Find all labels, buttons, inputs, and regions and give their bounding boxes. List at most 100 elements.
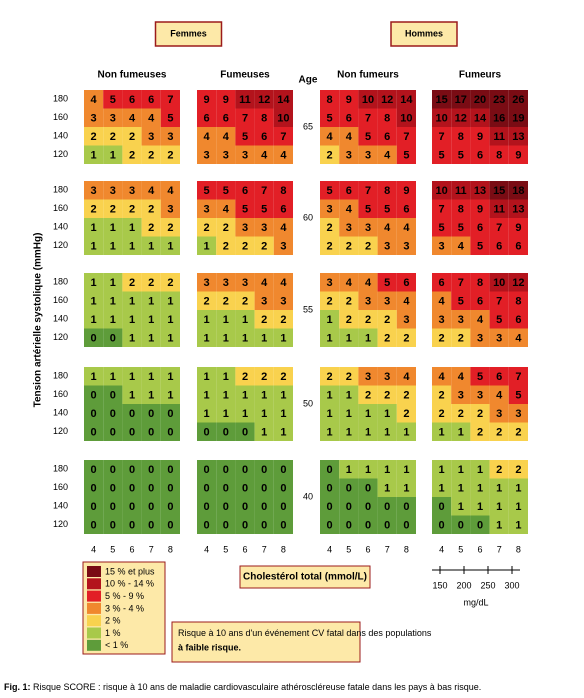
cell-label: 6 [204, 113, 210, 125]
cell-label: 1 [261, 390, 267, 402]
cell-label: 7 [458, 277, 464, 289]
cell-label: 2 [223, 241, 229, 253]
cell-label: 1 [204, 371, 210, 383]
cell [470, 236, 490, 255]
cell-label: 8 [384, 113, 390, 125]
cell [273, 236, 293, 255]
cell-label: 2 [384, 390, 390, 402]
cell [141, 291, 161, 310]
cell [377, 145, 397, 164]
cell-label: 10 [277, 113, 289, 125]
cell-label: 2 [477, 408, 483, 420]
legend-swatch [87, 578, 101, 590]
cell-label: 1 [346, 408, 352, 420]
cell [141, 199, 161, 218]
cell [254, 291, 274, 310]
cell-label: 0 [223, 427, 229, 439]
cell [339, 181, 359, 200]
cell [235, 478, 255, 497]
cell [197, 273, 217, 292]
y-tick-label: 160 [53, 482, 68, 492]
cell [84, 291, 104, 310]
cell [141, 218, 161, 237]
cell-label: 1 [91, 150, 97, 162]
cell [396, 181, 416, 200]
cell-label: 1 [477, 483, 483, 495]
cell [470, 181, 490, 200]
cell-label: 9 [477, 131, 483, 143]
cell [122, 291, 142, 310]
cell [216, 127, 236, 146]
cell-label: 3 [515, 408, 521, 420]
cell-label: 2 [439, 333, 445, 345]
cell-label: 3 [261, 296, 267, 308]
cell [320, 199, 340, 218]
cell [489, 460, 509, 479]
cell [470, 497, 490, 516]
cell [84, 199, 104, 218]
cell-label: 1 [148, 371, 154, 383]
cell [339, 291, 359, 310]
cell-label: 4 [458, 371, 465, 383]
x-tick-label: 4 [439, 544, 444, 554]
cell-label: 0 [129, 408, 135, 420]
age-value: 65 [303, 121, 313, 131]
cell-label: 4 [91, 94, 98, 106]
cell-label: 8 [384, 185, 390, 197]
y-tick-label: 140 [53, 314, 68, 324]
cell-label: 2 [110, 131, 116, 143]
cell-label: 1 [280, 408, 286, 420]
cell [141, 310, 161, 329]
panel-header: Non fumeurs [337, 70, 399, 81]
cell [273, 218, 293, 237]
cell [508, 181, 528, 200]
cell-label: 0 [110, 390, 116, 402]
cell [432, 108, 452, 127]
cell [508, 291, 528, 310]
cell-label: 6 [129, 94, 135, 106]
cell [508, 515, 528, 534]
cell [197, 515, 217, 534]
cell [254, 422, 274, 441]
cell [160, 478, 180, 497]
cell-label: 3 [458, 390, 464, 402]
cell-label: 1 [110, 222, 116, 234]
cell [160, 127, 180, 146]
cell [197, 385, 217, 404]
cell [235, 515, 255, 534]
cell [320, 218, 340, 237]
cell [508, 367, 528, 386]
cell [103, 108, 123, 127]
cell-label: 3 [496, 408, 502, 420]
cell [508, 404, 528, 423]
cell-label: 2 [327, 241, 333, 253]
cell [254, 218, 274, 237]
cell-label: 6 [439, 277, 445, 289]
cell-label: 1 [403, 427, 409, 439]
cell-label: 5 [458, 296, 464, 308]
cell-label: 7 [439, 204, 445, 216]
x-tick-label: 4 [327, 544, 332, 554]
x-tick-label: 6 [129, 544, 134, 554]
y-tick-label: 180 [53, 371, 68, 381]
cell-label: 0 [346, 483, 352, 495]
cell-label: 2 [223, 222, 229, 234]
cell-label: 5 [477, 241, 483, 253]
cell [339, 422, 359, 441]
cell-label: 2 [384, 314, 390, 326]
cell [432, 310, 452, 329]
cell [103, 404, 123, 423]
cell [489, 328, 509, 347]
cell-label: 0 [242, 483, 248, 495]
cell-label: 0 [327, 483, 333, 495]
cell [339, 310, 359, 329]
cell [489, 515, 509, 534]
cell [432, 127, 452, 146]
cell-label: 19 [512, 113, 524, 125]
cell [141, 181, 161, 200]
cell-label: 5 [384, 277, 390, 289]
cell-label: 2 [167, 150, 173, 162]
cell [396, 127, 416, 146]
cell-label: 0 [204, 501, 210, 513]
cell-label: 1 [515, 501, 521, 513]
